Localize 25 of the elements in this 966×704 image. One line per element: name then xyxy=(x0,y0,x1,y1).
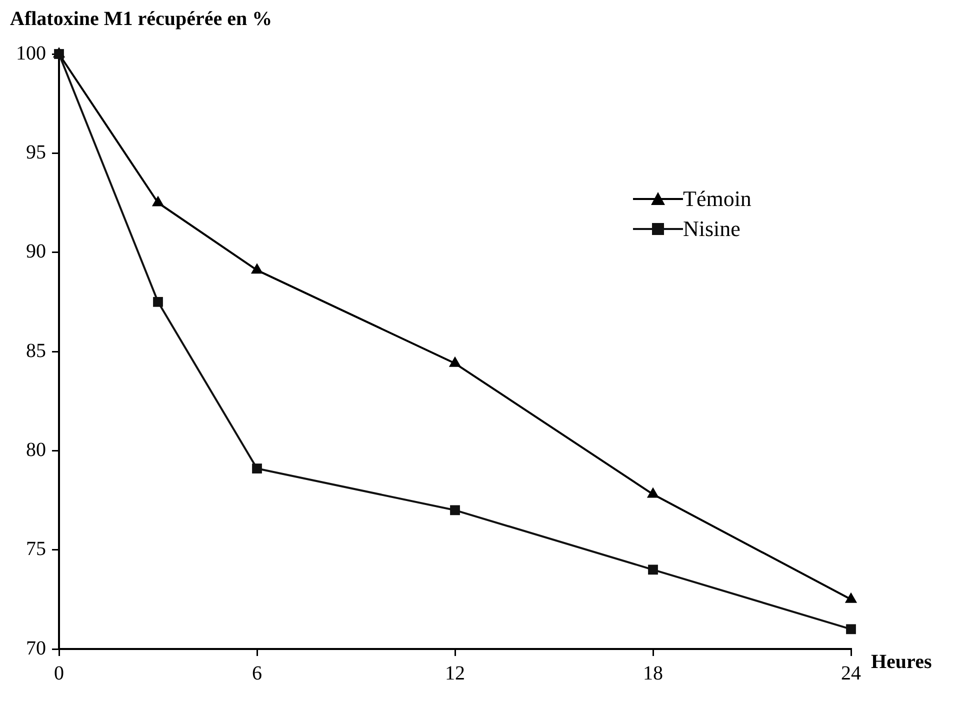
y-tick-label: 70 xyxy=(26,637,46,660)
x-tick-label: 12 xyxy=(445,662,465,684)
x-tick-label: 6 xyxy=(252,662,262,684)
legend-label: Nisine xyxy=(683,215,740,243)
x-tick-label: 24 xyxy=(841,662,861,684)
point xyxy=(646,487,660,498)
point xyxy=(846,624,856,634)
point xyxy=(152,196,164,206)
point xyxy=(448,356,462,367)
point xyxy=(648,564,658,575)
point xyxy=(450,505,460,516)
y-tick-label: 75 xyxy=(26,538,46,560)
y-tick-label: 95 xyxy=(26,141,46,164)
y-tick-label: 80 xyxy=(26,438,46,461)
x-tick-label: 0 xyxy=(54,662,64,684)
x-axis-title: Heures xyxy=(871,651,932,674)
chart-title: Aflatoxine M1 récupérée en % xyxy=(10,8,272,30)
point xyxy=(252,464,262,474)
point xyxy=(153,296,163,307)
point xyxy=(250,263,264,274)
y-tick-label: 85 xyxy=(26,340,46,362)
x-tick-label: 18 xyxy=(643,662,663,684)
y-tick-label: 90 xyxy=(26,240,46,263)
y-tick-label: 100 xyxy=(16,42,46,64)
legend-label: Témoin xyxy=(683,185,752,213)
